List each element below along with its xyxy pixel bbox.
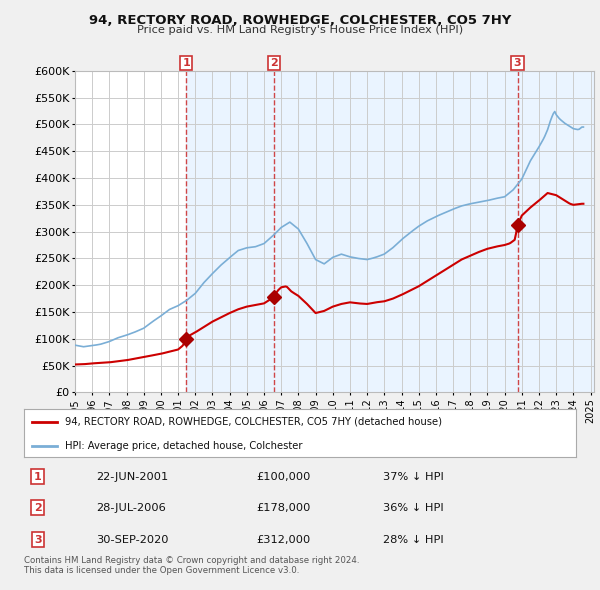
Text: 3: 3 xyxy=(514,58,521,68)
Text: £312,000: £312,000 xyxy=(256,535,310,545)
Text: HPI: Average price, detached house, Colchester: HPI: Average price, detached house, Colc… xyxy=(65,441,303,451)
Bar xyxy=(518,71,594,392)
Text: 94, RECTORY ROAD, ROWHEDGE, COLCHESTER, CO5 7HY: 94, RECTORY ROAD, ROWHEDGE, COLCHESTER, … xyxy=(89,14,511,27)
Text: 22-JUN-2001: 22-JUN-2001 xyxy=(96,471,168,481)
Text: 37% ↓ HPI: 37% ↓ HPI xyxy=(383,471,443,481)
Text: Price paid vs. HM Land Registry's House Price Index (HPI): Price paid vs. HM Land Registry's House … xyxy=(137,25,463,35)
Text: £178,000: £178,000 xyxy=(256,503,310,513)
Text: 3: 3 xyxy=(34,535,41,545)
Text: Contains HM Land Registry data © Crown copyright and database right 2024.
This d: Contains HM Land Registry data © Crown c… xyxy=(24,556,359,575)
Text: 28-JUL-2006: 28-JUL-2006 xyxy=(96,503,166,513)
Text: 36% ↓ HPI: 36% ↓ HPI xyxy=(383,503,443,513)
Text: 2: 2 xyxy=(34,503,41,513)
Text: 2: 2 xyxy=(270,58,278,68)
Text: 30-SEP-2020: 30-SEP-2020 xyxy=(96,535,168,545)
Text: £100,000: £100,000 xyxy=(256,471,310,481)
Text: 94, RECTORY ROAD, ROWHEDGE, COLCHESTER, CO5 7HY (detached house): 94, RECTORY ROAD, ROWHEDGE, COLCHESTER, … xyxy=(65,417,442,427)
Text: 1: 1 xyxy=(182,58,190,68)
Bar xyxy=(274,71,518,392)
Text: 28% ↓ HPI: 28% ↓ HPI xyxy=(383,535,443,545)
Bar xyxy=(186,71,274,392)
Text: 1: 1 xyxy=(34,471,41,481)
